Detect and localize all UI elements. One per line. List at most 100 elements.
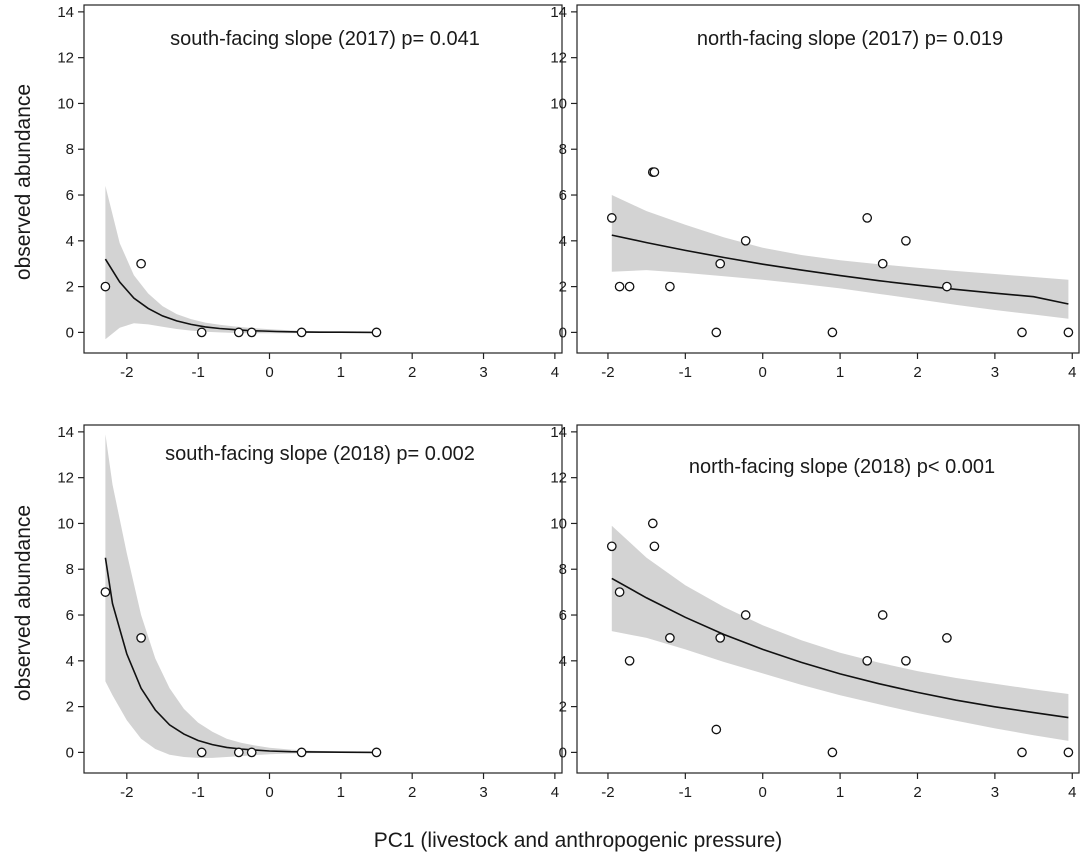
data-point [665, 633, 675, 643]
data-point [877, 258, 888, 269]
panel-title: south-facing slope (2017) p= 0.041 [170, 28, 480, 50]
data-point [1063, 747, 1074, 758]
data-point [942, 633, 952, 643]
confidence-band [611, 195, 1069, 319]
y-axis-title-top: observed abundance [12, 84, 35, 280]
data-point [624, 655, 635, 666]
panel-title: north-facing slope (2018) p< 0.001 [689, 456, 995, 478]
confidence-band [105, 185, 377, 340]
x-tick-label: -1 [679, 784, 692, 801]
panel-title: north-facing slope (2017) p= 0.019 [697, 28, 1003, 50]
x-tick-label: -2 [601, 784, 614, 801]
data-point [136, 258, 146, 269]
x-tick-label: 1 [836, 784, 844, 801]
x-tick-label: 3 [991, 364, 999, 381]
y-tick-label: 6 [66, 607, 74, 624]
y-tick-label: 2 [559, 279, 567, 296]
y-tick-label: 0 [559, 744, 567, 761]
y-tick-label: 10 [550, 515, 567, 532]
data-point [233, 327, 244, 338]
data-point [196, 327, 207, 338]
x-tick-label: -2 [120, 784, 133, 801]
data-point [296, 327, 307, 338]
panel-title: south-facing slope (2018) p= 0.002 [165, 443, 475, 465]
x-tick-label: 1 [836, 364, 844, 381]
y-tick-label: 4 [559, 233, 567, 250]
y-tick-label: 12 [550, 50, 567, 67]
x-tick-label: 2 [408, 364, 416, 381]
plot-frame [576, 424, 1080, 774]
y-tick-label: 0 [66, 324, 74, 341]
x-axis-title: PC1 (livestock and anthropogenic pressur… [374, 829, 783, 852]
data-point [136, 633, 146, 643]
x-tick-label: 0 [759, 364, 767, 381]
data-point [614, 587, 625, 597]
x-tick-label: -1 [679, 364, 692, 381]
data-point [624, 281, 635, 292]
data-point [606, 213, 617, 223]
y-tick-label: 12 [550, 470, 567, 487]
x-tick-label: -1 [191, 364, 204, 381]
x-tick-label: 4 [551, 364, 559, 381]
y-tick-label: 0 [66, 744, 74, 761]
data-point [649, 167, 660, 177]
x-tick-label: 2 [408, 784, 416, 801]
y-tick-label: 12 [57, 50, 74, 67]
data-point [246, 747, 257, 758]
data-point [371, 747, 382, 758]
data-point [665, 281, 675, 292]
data-point [715, 258, 726, 269]
y-tick-label: 8 [559, 141, 567, 158]
x-tick-label: -2 [120, 364, 133, 381]
x-tick-label: 1 [337, 784, 345, 801]
fitted-curve [611, 234, 1069, 305]
data-point [942, 281, 952, 292]
data-point [100, 587, 111, 597]
data-point [877, 610, 888, 620]
data-point [1017, 747, 1027, 758]
y-tick-label: 14 [57, 4, 74, 21]
plot-frame [83, 424, 563, 774]
x-tick-label: 4 [551, 784, 559, 801]
plot-frame [576, 4, 1080, 354]
data-point [100, 281, 111, 292]
data-point [649, 541, 660, 552]
y-tick-label: 8 [66, 561, 74, 578]
y-tick-label: 4 [559, 653, 567, 670]
confidence-band [105, 434, 377, 758]
y-axis-title-bottom: observed abundance [12, 505, 35, 701]
data-point [740, 610, 751, 620]
y-tick-label: 10 [550, 95, 567, 112]
y-tick-label: 6 [559, 607, 567, 624]
y-tick-label: 12 [57, 470, 74, 487]
data-point [901, 655, 911, 666]
y-tick-label: 10 [57, 515, 74, 532]
data-point [1017, 327, 1027, 338]
x-tick-label: 4 [1068, 364, 1076, 381]
data-point [246, 327, 257, 338]
y-tick-label: 8 [559, 561, 567, 578]
y-tick-label: 14 [550, 4, 567, 21]
data-point [296, 747, 307, 758]
y-tick-label: 2 [66, 699, 74, 716]
y-tick-label: 6 [66, 187, 74, 204]
data-point [606, 541, 617, 552]
x-tick-label: 0 [759, 784, 767, 801]
x-tick-label: 3 [479, 364, 487, 381]
x-tick-label: -1 [191, 784, 204, 801]
y-tick-label: 0 [559, 324, 567, 341]
x-tick-label: 0 [265, 784, 273, 801]
x-tick-label: 2 [913, 784, 921, 801]
x-tick-label: 3 [479, 784, 487, 801]
data-point [715, 633, 726, 643]
data-point [827, 747, 838, 758]
data-point [901, 235, 911, 246]
y-tick-label: 4 [66, 233, 74, 250]
x-tick-label: 2 [913, 364, 921, 381]
